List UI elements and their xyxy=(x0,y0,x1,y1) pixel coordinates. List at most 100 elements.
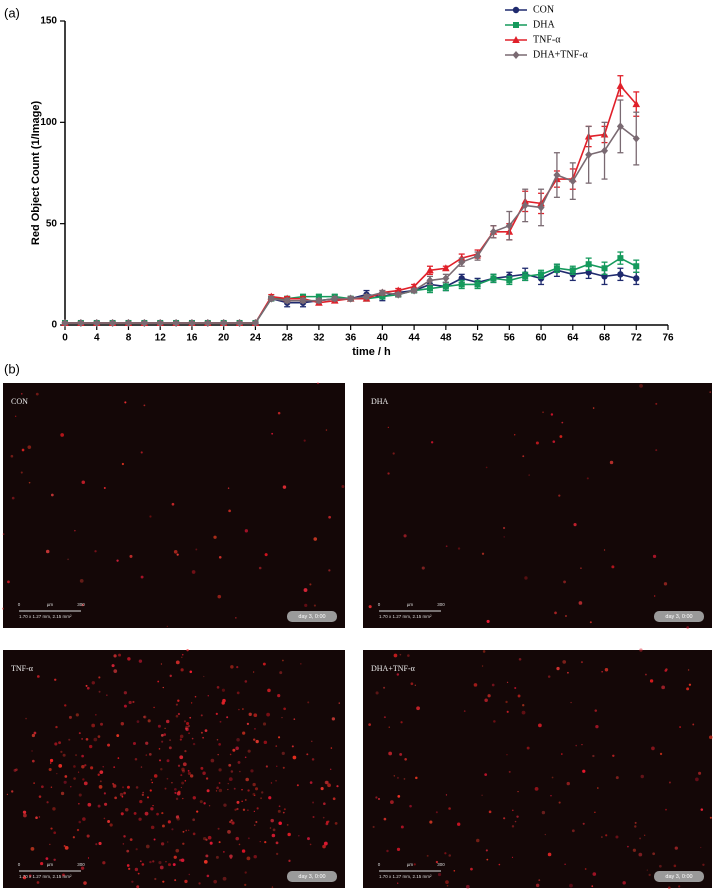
cell-dot xyxy=(159,865,164,870)
cell-dot xyxy=(70,786,72,788)
marker xyxy=(140,318,148,327)
cell-dot xyxy=(182,762,187,767)
marker xyxy=(426,266,434,274)
cell-dot xyxy=(554,611,557,615)
cell-dot xyxy=(203,860,208,864)
cell-dot xyxy=(396,673,400,676)
cell-dot xyxy=(200,766,204,770)
image-bg xyxy=(3,383,345,628)
cell-dot xyxy=(179,738,182,741)
cell-dot xyxy=(320,787,324,791)
cell-dot xyxy=(180,786,182,789)
cell-dot xyxy=(217,594,222,599)
cell-dot xyxy=(655,449,658,452)
cell-dot xyxy=(505,700,508,704)
cell-dot xyxy=(99,780,102,783)
cell-dot xyxy=(228,509,231,513)
cell-dot xyxy=(218,782,221,784)
cell-dot xyxy=(238,708,240,711)
cell-dot xyxy=(229,857,232,860)
cell-dot xyxy=(484,698,488,702)
cell-dot xyxy=(84,764,87,767)
cell-dot xyxy=(217,827,220,830)
cell-dot xyxy=(481,552,485,555)
cell-dot xyxy=(426,854,429,857)
cell-dot xyxy=(123,704,127,708)
cell-dot xyxy=(336,785,339,788)
cell-dot xyxy=(247,837,250,840)
cell-dot xyxy=(144,811,149,816)
x-tick-label: 60 xyxy=(535,333,547,344)
cell-dot xyxy=(31,750,33,752)
marker xyxy=(601,146,609,155)
marker xyxy=(569,267,576,274)
cell-dot xyxy=(218,768,222,772)
image-label: DHA xyxy=(371,397,389,406)
cell-dot xyxy=(368,723,371,726)
cell-dot xyxy=(169,739,171,741)
cell-dot xyxy=(188,873,190,876)
cell-dot xyxy=(180,668,184,672)
marker xyxy=(616,122,624,131)
cell-dot xyxy=(258,566,262,570)
marker xyxy=(204,318,212,327)
time-badge xyxy=(287,611,337,622)
cell-dot xyxy=(78,732,81,735)
cell-dot xyxy=(686,687,690,691)
scale-unit: µm xyxy=(407,862,414,867)
cell-dot xyxy=(709,816,712,819)
cell-dot xyxy=(271,886,274,888)
cell-dot xyxy=(77,771,80,773)
cell-dot xyxy=(276,852,279,856)
cell-dot xyxy=(100,722,104,726)
cell-dot xyxy=(104,802,108,806)
cell-dot xyxy=(241,849,246,853)
marker xyxy=(537,203,545,212)
cell-dot xyxy=(191,737,194,740)
marker xyxy=(426,276,434,285)
cell-dot xyxy=(592,407,595,409)
cell-dot xyxy=(140,451,143,454)
cell-dot xyxy=(185,727,188,730)
cell-dot xyxy=(172,863,176,867)
scale-unit: µm xyxy=(47,602,54,607)
marker xyxy=(426,285,433,292)
cell-dot xyxy=(448,854,451,857)
cell-dot xyxy=(175,848,180,853)
cell-dot xyxy=(393,653,398,658)
cell-dot xyxy=(573,523,577,527)
cell-dot xyxy=(283,808,286,811)
cell-dot xyxy=(594,811,596,814)
cell-dot xyxy=(161,811,164,815)
cell-dot xyxy=(164,727,166,729)
cell-dot xyxy=(415,776,418,780)
cell-dot xyxy=(180,858,185,863)
cell-dot xyxy=(313,604,316,607)
cell-dot xyxy=(239,770,241,773)
y-tick-label: 0 xyxy=(51,320,57,331)
cell-dot xyxy=(194,695,197,698)
cell-dot xyxy=(173,549,178,554)
cell-dot xyxy=(698,771,702,775)
marker xyxy=(617,271,624,278)
cell-dot xyxy=(463,710,466,712)
cell-dot xyxy=(143,404,146,407)
cell-dot xyxy=(487,694,491,698)
cell-dot xyxy=(503,817,506,820)
cell-dot xyxy=(421,566,425,570)
cell-dot xyxy=(386,849,389,853)
cell-dot xyxy=(107,820,111,823)
cell-dot xyxy=(524,576,528,580)
cell-dot xyxy=(277,809,281,813)
cell-dot xyxy=(580,567,582,569)
cell-dot xyxy=(200,731,203,734)
cell-dot xyxy=(338,702,340,704)
cell-dot xyxy=(46,801,49,804)
cell-dot xyxy=(502,526,506,530)
cell-dot xyxy=(126,849,130,853)
cell-dot xyxy=(262,722,267,726)
cell-dot xyxy=(152,804,154,807)
cell-dot xyxy=(580,661,583,664)
marker xyxy=(77,318,85,327)
cell-dot xyxy=(275,841,279,845)
